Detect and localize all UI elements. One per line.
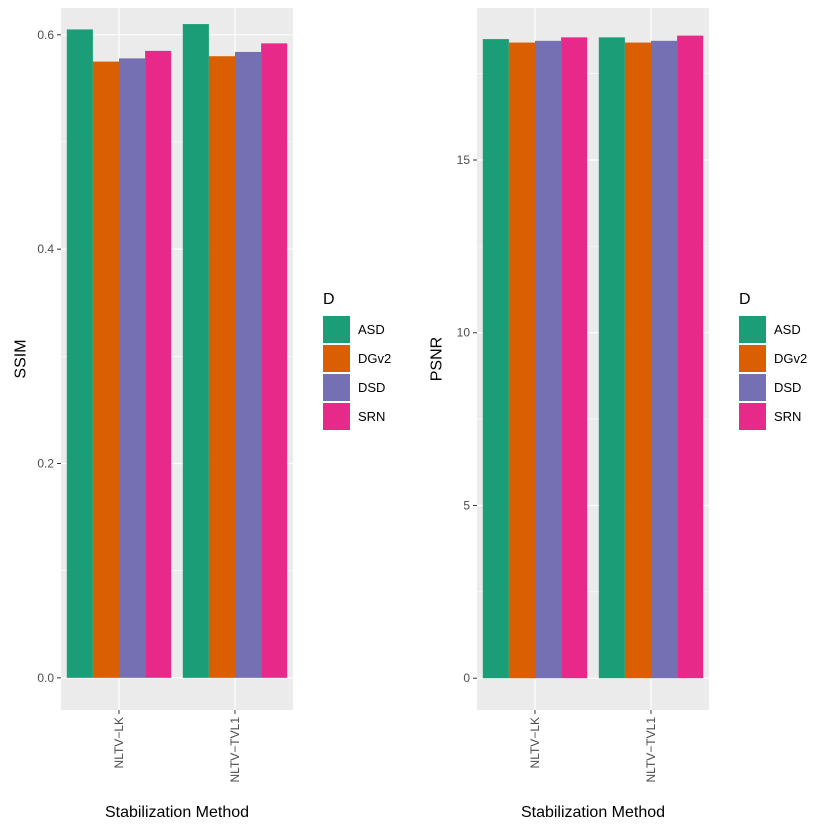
psnr-x-tick-label: NLTV−TVL1 [644, 717, 658, 783]
psnr-bar-dgv2-1 [624, 42, 651, 679]
ssim-x-tick-label: NLTV−TVL1 [228, 717, 242, 783]
ssim-legend-label-asd: ASD [358, 322, 385, 337]
ssim-legend-label-srn: SRN [358, 409, 385, 424]
ssim-y-axis-title: SSIM [13, 339, 30, 378]
psnr-legend-key-srn [739, 403, 766, 430]
ssim-legend-label-dgv2: DGv2 [358, 351, 391, 366]
ssim-bar-asd-1 [182, 24, 209, 678]
ssim-legend-title: D [323, 291, 335, 308]
psnr-bar-dsd-1 [651, 40, 678, 679]
ssim-legend: D ASD DGv2 DSD SRN [323, 291, 391, 430]
psnr-legend-label-asd: ASD [774, 322, 801, 337]
psnr-bar-dsd-0 [535, 40, 562, 679]
ssim-y-tick-label: 0.0 [37, 671, 54, 685]
psnr-bar-asd-1 [598, 37, 625, 679]
ssim-bar-srn-0 [145, 50, 172, 678]
ssim-x-tick-label: NLTV−LK [112, 717, 126, 768]
ssim-legend-label-dsd: DSD [358, 380, 385, 395]
psnr-legend-label-srn: SRN [774, 409, 801, 424]
ssim-bar-dsd-0 [119, 58, 146, 678]
psnr-y-axis-title: PSNR [429, 337, 446, 381]
psnr-legend: D ASD DGv2 DSD SRN [739, 291, 807, 430]
psnr-legend-key-dgv2 [739, 345, 766, 372]
ssim-bar-srn-1 [261, 43, 288, 678]
psnr-chart: 0 5 10 15 NLTV−LK NLTV−TVL1 Stabilization Meth… [429, 8, 807, 821]
ssim-legend-key-dgv2 [323, 345, 350, 372]
psnr-legend-label-dsd: DSD [774, 380, 801, 395]
ssim-legend-key-asd [323, 316, 350, 343]
psnr-bar-asd-0 [482, 39, 509, 679]
ssim-legend-key-dsd [323, 374, 350, 401]
psnr-x-axis-title: Stabilization Method [521, 804, 665, 821]
psnr-y-tick-label: 10 [457, 326, 471, 340]
psnr-bar-dgv2-0 [508, 42, 535, 679]
ssim-y-tick-label: 0.2 [37, 456, 54, 470]
psnr-y-tick-label: 5 [463, 498, 470, 512]
ssim-y-tick-label: 0.4 [37, 242, 54, 256]
psnr-bar-srn-1 [677, 35, 704, 679]
ssim-bar-dsd-1 [235, 51, 262, 678]
psnr-bar-srn-0 [561, 37, 588, 679]
ssim-chart: 0.0 0.2 0.4 0.6 NLTV−LK NLTV−TVL1 Stabilizatio… [13, 8, 391, 821]
psnr-x-tick-label: NLTV−LK [528, 717, 542, 768]
ssim-x-axis-title: Stabilization Method [105, 804, 249, 821]
psnr-y-tick-label: 0 [463, 671, 470, 685]
psnr-legend-title: D [739, 291, 751, 308]
ssim-bar-dgv2-1 [208, 56, 235, 678]
ssim-bar-dgv2-0 [92, 61, 119, 678]
psnr-legend-key-asd [739, 316, 766, 343]
ssim-bar-asd-0 [66, 29, 93, 678]
psnr-legend-label-dgv2: DGv2 [774, 351, 807, 366]
ssim-y-tick-label: 0.6 [37, 28, 54, 42]
psnr-y-tick-label: 15 [457, 153, 471, 167]
ssim-legend-key-srn [323, 403, 350, 430]
psnr-legend-key-dsd [739, 374, 766, 401]
